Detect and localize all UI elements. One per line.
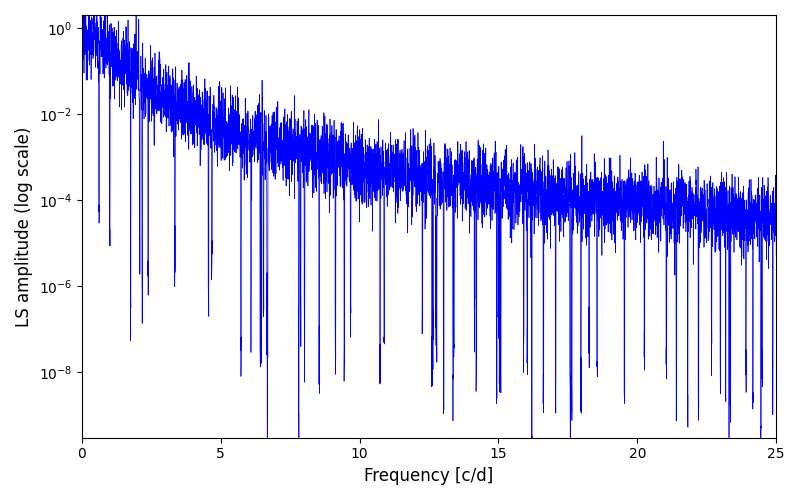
X-axis label: Frequency [c/d]: Frequency [c/d] <box>364 467 494 485</box>
Y-axis label: LS amplitude (log scale): LS amplitude (log scale) <box>15 126 33 326</box>
